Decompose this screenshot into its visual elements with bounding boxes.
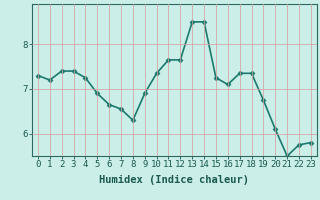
X-axis label: Humidex (Indice chaleur): Humidex (Indice chaleur) (100, 175, 249, 185)
